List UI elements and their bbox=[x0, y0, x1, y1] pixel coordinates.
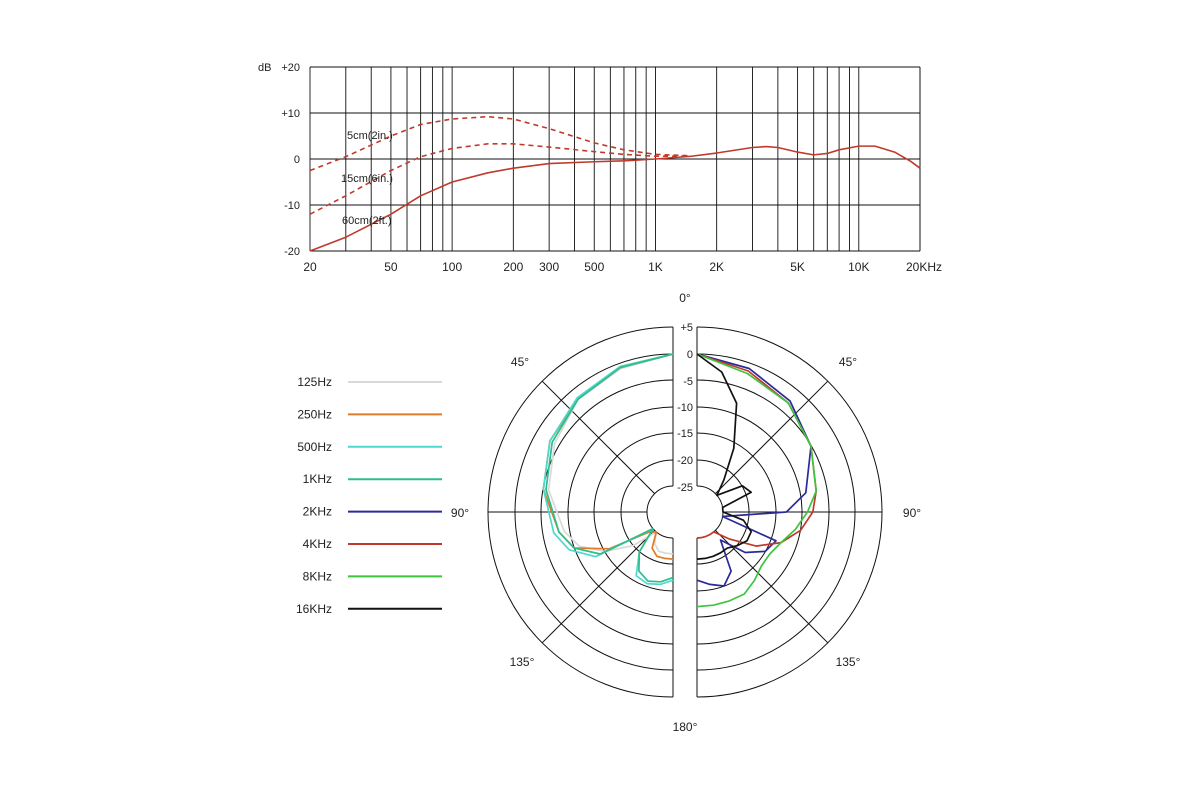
x-tick-label: 50 bbox=[384, 260, 398, 274]
angle-label: 90° bbox=[451, 506, 469, 520]
series-label: 60cm(2ft.) bbox=[342, 215, 392, 227]
radial-tick-label: -5 bbox=[683, 376, 693, 388]
angle-label: 135° bbox=[836, 655, 861, 669]
angle-label: 45° bbox=[839, 355, 857, 369]
polar-spoke bbox=[541, 530, 655, 644]
response-curve bbox=[309, 143, 692, 215]
radial-tick-label: 0 bbox=[687, 349, 693, 361]
polar-spoke bbox=[541, 380, 655, 494]
radial-tick-label: -25 bbox=[677, 482, 693, 494]
x-tick-label: 10K bbox=[848, 260, 869, 274]
polar-curve bbox=[545, 353, 674, 583]
x-tick-label: 5K bbox=[790, 260, 805, 274]
x-tick-label: 20KHz bbox=[906, 260, 942, 274]
response-curve bbox=[309, 115, 692, 172]
polar-spoke bbox=[715, 530, 829, 644]
legend-label: 125Hz bbox=[297, 375, 332, 389]
polar-legend: 125Hz 250Hz 500Hz 1KHz 2KHz 4KHz 8KHz 16KHz bbox=[296, 375, 442, 616]
y-axis-label: dB bbox=[258, 62, 271, 74]
x-tick-label: 1K bbox=[648, 260, 663, 274]
angle-label: 135° bbox=[510, 655, 535, 669]
x-tick-label: 500 bbox=[584, 260, 604, 274]
x-tick-label: 100 bbox=[442, 260, 462, 274]
angle-label: 45° bbox=[511, 355, 529, 369]
polar-curve bbox=[542, 353, 674, 586]
polar-curve bbox=[696, 353, 812, 587]
legend-label: 2KHz bbox=[303, 505, 332, 519]
radial-tick-label: -20 bbox=[677, 455, 693, 467]
y-tick-label: 0 bbox=[294, 154, 300, 166]
radial-tick-label: -10 bbox=[677, 402, 693, 414]
y-tick-label: +10 bbox=[281, 108, 300, 120]
legend-label: 4KHz bbox=[303, 537, 332, 551]
polar-curve bbox=[547, 353, 674, 555]
polar-curve bbox=[696, 353, 753, 560]
angle-label: 180° bbox=[673, 720, 698, 734]
x-tick-label: 20 bbox=[303, 260, 317, 274]
y-tick-label: -20 bbox=[284, 246, 300, 258]
y-tick-label: +20 bbox=[281, 62, 300, 74]
polar-pattern-chart: +5 0 -5 -10 -15 -20 -25 0° 45° 90° 135° 180° 45° 90° 1… bbox=[451, 291, 921, 734]
series-label: 5cm(2in.) bbox=[347, 130, 393, 142]
y-tick-label: -10 bbox=[284, 200, 300, 212]
x-tick-label: 300 bbox=[539, 260, 559, 274]
legend-label: 8KHz bbox=[303, 569, 332, 583]
x-tick-label: 2K bbox=[709, 260, 724, 274]
legend-label: 250Hz bbox=[297, 407, 332, 421]
polar-spoke bbox=[715, 380, 829, 494]
legend-label: 1KHz bbox=[303, 472, 332, 486]
legend-label: 16KHz bbox=[296, 602, 332, 616]
polar-curve bbox=[696, 353, 818, 547]
x-tick-label: 200 bbox=[503, 260, 523, 274]
polar-curve bbox=[696, 353, 818, 608]
series-label: 15cm(6in.) bbox=[341, 173, 393, 185]
angle-label: 90° bbox=[903, 506, 921, 520]
frequency-response-chart: +20 +10 0 -10 -20 dB 20 50 100 200 300 500 1K 2K 5K 10K… bbox=[258, 62, 942, 274]
response-curve bbox=[309, 145, 921, 252]
angle-label: 0° bbox=[679, 291, 691, 305]
radial-tick-label: +5 bbox=[680, 322, 693, 334]
radial-tick-label: -15 bbox=[677, 428, 693, 440]
legend-label: 500Hz bbox=[297, 440, 332, 454]
